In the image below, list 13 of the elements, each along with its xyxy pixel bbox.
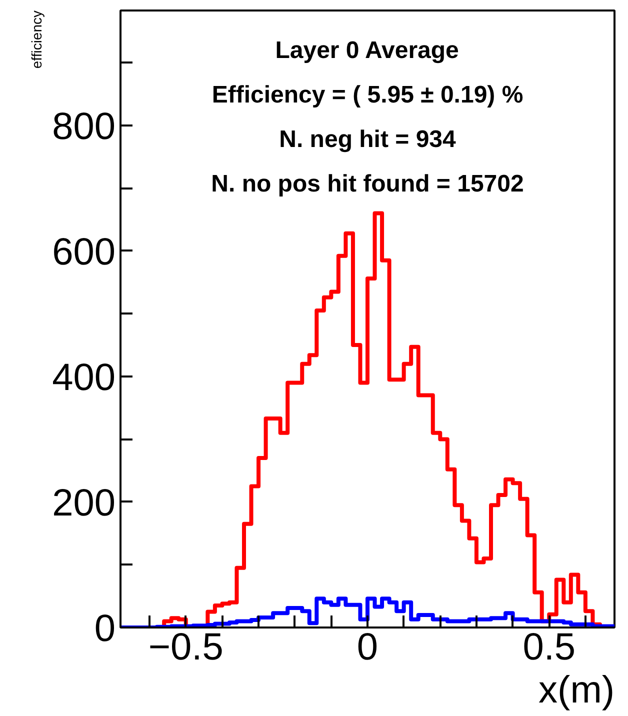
x-tick-label: 0.5 — [522, 626, 576, 668]
y-tick-label: 800 — [52, 106, 116, 148]
annotation: Efficiency = ( 5.95 ± 0.19) % — [212, 82, 524, 109]
y-tick-label: 200 — [52, 482, 116, 524]
y-axis-title: efficiency — [28, 10, 44, 69]
annotation: N. no pos hit found = 15702 — [211, 170, 524, 198]
annotation: N. neg hit = 934 — [279, 126, 457, 153]
annotation: Layer 0 Average — [275, 37, 459, 64]
y-tick-label: 400 — [52, 356, 116, 399]
y-tick-label: 600 — [52, 231, 116, 274]
x-tick-label: −0.5 — [148, 626, 224, 668]
x-axis-title: x(m) — [538, 670, 615, 712]
x-tick-label: 0 — [356, 626, 378, 668]
